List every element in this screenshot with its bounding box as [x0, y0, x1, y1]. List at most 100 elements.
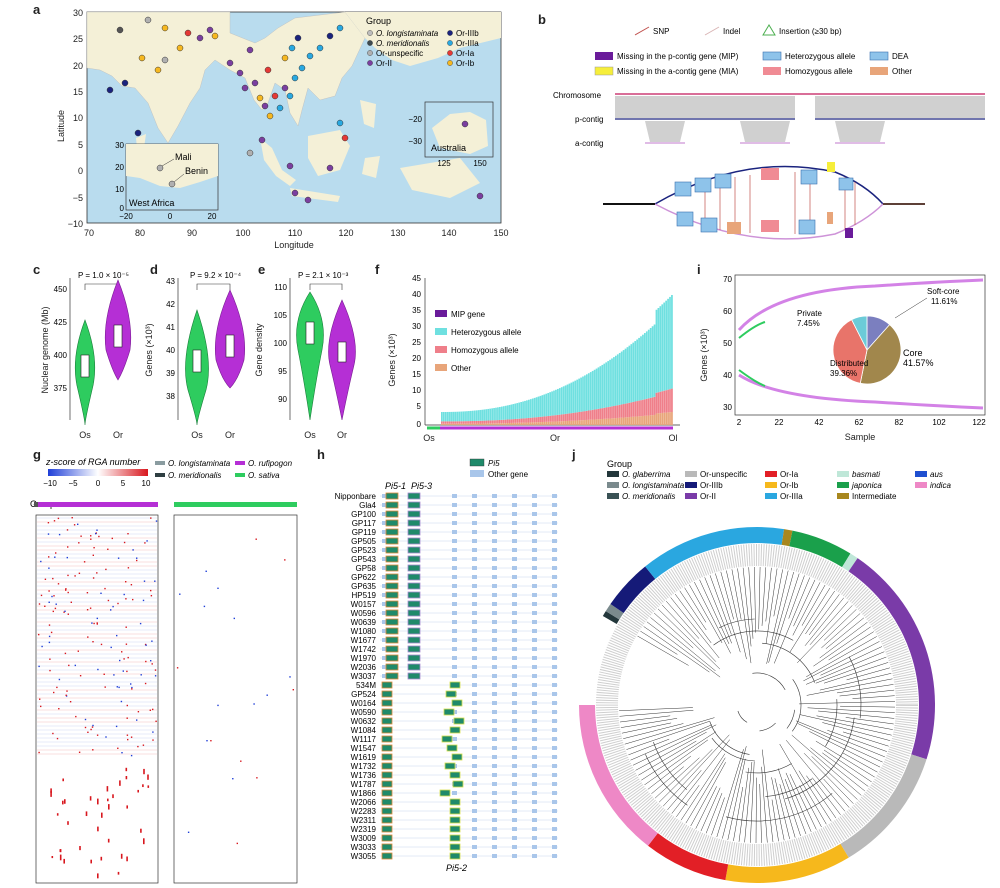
bar-segment [531, 398, 534, 418]
bar-segment [454, 421, 457, 424]
tree-branch [771, 799, 779, 842]
heat-band [37, 629, 157, 631]
other-gene-block [472, 656, 477, 660]
heat-band [37, 637, 157, 639]
bar-segment [622, 350, 625, 405]
heatmap-cells [37, 517, 294, 879]
phylo-legend-label: Or-IIIb [700, 481, 723, 490]
other-gene-block [512, 773, 517, 777]
legend-dea: DEA [892, 52, 909, 61]
heat-band [37, 613, 157, 615]
accession-label: W3009 [351, 834, 377, 843]
other-gene-block [512, 800, 517, 804]
other-gene-block [512, 521, 517, 525]
heat-cell [44, 605, 46, 607]
panel-label-h: h [317, 447, 325, 462]
other-gene-block [452, 602, 457, 606]
pi5-3-block [407, 663, 421, 671]
bar-segment [613, 418, 615, 425]
tree-branch [632, 724, 717, 766]
tree-branch [810, 747, 866, 792]
other-gene-block [452, 737, 457, 741]
map-ytick: 20 [73, 61, 83, 71]
heat-band [37, 745, 157, 747]
bar-segment [644, 399, 646, 416]
accession-label: W1677 [351, 636, 377, 645]
sumatra [260, 138, 296, 186]
heat-band [37, 525, 157, 527]
other-gene-block [552, 782, 557, 786]
panel-label-j: j [572, 447, 576, 462]
legend-item: Or-IIIa [456, 39, 479, 48]
heat-band [37, 581, 157, 583]
tree-branch [705, 793, 723, 834]
tree-branch [827, 729, 887, 752]
tree-branch [798, 770, 832, 822]
other-gene-block [382, 674, 387, 678]
other-gene-block [512, 845, 517, 849]
heat-band [37, 585, 157, 587]
heat-cell [284, 559, 286, 561]
heat-cell [51, 856, 54, 859]
bar-segment [454, 411, 457, 422]
bar-segment [626, 417, 629, 425]
pi5-1-block [381, 708, 393, 716]
heat-cell [52, 610, 54, 613]
heat-cell [77, 650, 79, 652]
heat-cell [236, 842, 238, 845]
tree-branch [815, 656, 887, 684]
bar-segment [630, 402, 633, 417]
heat-cell [83, 561, 86, 563]
tree-branch [690, 762, 726, 827]
bar-segment [473, 410, 476, 421]
heat-cell [147, 785, 150, 788]
bar-segment [593, 369, 596, 410]
tree-branch [816, 715, 893, 730]
other-gene-block [472, 845, 477, 849]
bar-segment [481, 423, 484, 425]
other-gene-block [532, 575, 537, 579]
other-gene-block [472, 575, 477, 579]
legend-other: Other [451, 364, 471, 373]
other-gene-block [492, 755, 497, 759]
other-gene-block [512, 737, 517, 741]
legend-item: O. longistaminata [376, 29, 439, 38]
panel-d-group-or: Or [225, 430, 235, 440]
pi5-3-block [407, 591, 421, 599]
bar-segment [522, 418, 524, 423]
heat-cell [92, 724, 94, 727]
panel-i-ytick: 40 [723, 371, 732, 380]
bar-segment [520, 422, 523, 425]
tree-arc [762, 642, 816, 683]
other-gene-block [492, 809, 497, 813]
map-ytick: 30 [73, 8, 83, 18]
bar-segment [595, 409, 598, 420]
bar-segment [458, 423, 461, 425]
heat-cell [97, 798, 99, 805]
tree-branch [768, 571, 794, 663]
bar-segment [483, 423, 486, 425]
pan-curve-os [738, 321, 766, 339]
bar-segment [603, 407, 606, 419]
tree-branch [797, 723, 883, 763]
pi5-1-block [381, 780, 393, 788]
legend-item: Or-unspecific [376, 49, 423, 58]
scale-tick: 5 [121, 479, 126, 488]
heat-cell [89, 796, 92, 801]
phylo-ring [579, 526, 936, 884]
tree-branch [623, 723, 684, 739]
inset-africa-xtick: −20 [119, 212, 133, 221]
tree-branch [695, 786, 717, 829]
heat-cell [126, 805, 128, 809]
heat-cell [65, 694, 67, 696]
tree-branch [805, 590, 835, 635]
bar-segment [477, 423, 480, 425]
tree-branch [761, 567, 767, 626]
other-gene-block [382, 503, 387, 507]
heat-cell [143, 838, 145, 845]
other-gene-block [532, 683, 537, 687]
other-gene-block [452, 494, 457, 498]
heat-cell [57, 583, 60, 585]
panel-c-ytick: 375 [54, 384, 68, 393]
legend-other: Other [892, 67, 912, 76]
